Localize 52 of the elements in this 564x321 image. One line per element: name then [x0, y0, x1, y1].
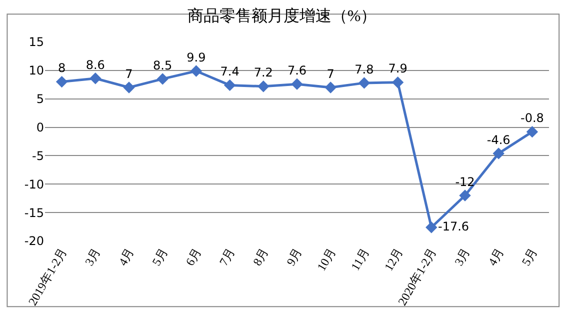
- point: [526, 126, 538, 138]
- x-tick-label: 7月: [216, 246, 238, 268]
- x-tick-label: 4月: [116, 246, 137, 268]
- data-label: -17.6: [438, 219, 470, 234]
- point: [90, 72, 102, 84]
- data-label: 7.9: [388, 62, 408, 76]
- point: [123, 82, 135, 94]
- point: [224, 79, 236, 92]
- point: [291, 78, 303, 90]
- data-label: 7.2: [254, 66, 273, 80]
- y-tick-label: 15: [28, 35, 44, 50]
- x-tick-label: 12月: [381, 246, 406, 274]
- x-tick-label: 3月: [82, 246, 104, 268]
- data-label: 7.4: [220, 64, 240, 79]
- y-tick-label: -20: [24, 234, 44, 248]
- point: [459, 190, 471, 202]
- data-label: -4.6: [486, 132, 510, 147]
- x-tick-label: 9月: [284, 246, 305, 268]
- point: [258, 80, 270, 92]
- data-label: 8.5: [153, 58, 172, 72]
- point: [426, 222, 438, 234]
- point: [190, 65, 202, 77]
- point: [492, 148, 504, 160]
- x-tick-label: 10月: [314, 246, 338, 274]
- data-label: 7: [326, 66, 334, 81]
- y-tick-label: -15: [24, 206, 44, 220]
- y-tick-label: 5: [36, 92, 44, 106]
- x-tick-label: 4月: [485, 246, 506, 268]
- data-label: 7.6: [287, 63, 307, 78]
- x-tick-label: 3月: [452, 246, 473, 268]
- point: [392, 76, 404, 88]
- data-label: 7.8: [354, 62, 374, 76]
- y-tick-label: 0: [36, 120, 44, 134]
- x-tick-label: 5月: [149, 246, 170, 268]
- point: [358, 77, 370, 89]
- data-label: 7: [125, 66, 133, 81]
- point: [56, 76, 68, 88]
- x-tick-label: 6月: [182, 246, 204, 268]
- data-label: 8: [58, 61, 66, 76]
- point: [324, 82, 336, 94]
- x-tick-label: 5月: [518, 246, 540, 268]
- data-label: 9.9: [186, 50, 206, 64]
- point: [156, 73, 168, 85]
- data-label: 8.6: [86, 58, 105, 72]
- data-label: -12: [455, 174, 475, 189]
- x-tick-label: 11月: [348, 246, 372, 273]
- y-tick-label: -5: [32, 148, 44, 163]
- x-tick-label: 8月: [250, 246, 272, 268]
- y-tick-label: -10: [24, 177, 44, 192]
- data-label: -0.8: [520, 111, 544, 126]
- chart-title: 商品零售额月度增速（%）: [187, 6, 377, 25]
- y-tick-label: 10: [28, 64, 44, 78]
